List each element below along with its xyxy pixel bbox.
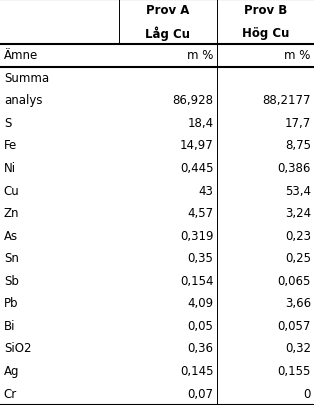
Text: 4,09: 4,09: [187, 296, 214, 309]
Text: 86,928: 86,928: [172, 94, 214, 107]
Text: SiO2: SiO2: [4, 341, 31, 354]
Text: Cr: Cr: [4, 386, 17, 399]
Text: Ag: Ag: [4, 364, 19, 377]
Text: Hög Cu: Hög Cu: [242, 27, 289, 40]
Text: Låg Cu: Låg Cu: [145, 27, 191, 41]
Text: 0,057: 0,057: [278, 319, 311, 332]
Text: 0,386: 0,386: [278, 162, 311, 175]
Text: Bi: Bi: [4, 319, 15, 332]
Text: 0,35: 0,35: [188, 252, 214, 264]
Text: 0,065: 0,065: [278, 274, 311, 287]
Text: Prov B: Prov B: [244, 4, 287, 17]
Text: 0,145: 0,145: [180, 364, 214, 377]
Text: Ni: Ni: [4, 162, 16, 175]
Text: 0,154: 0,154: [180, 274, 214, 287]
Text: Ämne: Ämne: [4, 49, 38, 62]
Text: 17,7: 17,7: [284, 117, 311, 130]
Text: As: As: [4, 229, 18, 242]
Text: 88,2177: 88,2177: [263, 94, 311, 107]
Text: 0,05: 0,05: [188, 319, 214, 332]
Text: 0,07: 0,07: [187, 386, 214, 399]
Text: 0,445: 0,445: [180, 162, 214, 175]
Text: 0: 0: [304, 386, 311, 399]
Text: Sn: Sn: [4, 252, 19, 264]
Text: 0,25: 0,25: [285, 252, 311, 264]
Text: Sb: Sb: [4, 274, 19, 287]
Text: Prov A: Prov A: [146, 4, 190, 17]
Text: 4,57: 4,57: [187, 207, 214, 220]
Text: analys: analys: [4, 94, 42, 107]
Text: 0,23: 0,23: [285, 229, 311, 242]
Text: Summa: Summa: [4, 72, 49, 85]
Text: Pb: Pb: [4, 296, 18, 309]
Text: 53,4: 53,4: [285, 184, 311, 197]
Text: 3,24: 3,24: [285, 207, 311, 220]
Text: m %: m %: [284, 49, 311, 62]
Text: Cu: Cu: [4, 184, 19, 197]
Text: 0,319: 0,319: [180, 229, 214, 242]
Text: 0,32: 0,32: [285, 341, 311, 354]
Text: Fe: Fe: [4, 139, 17, 152]
Text: S: S: [4, 117, 11, 130]
Text: 3,66: 3,66: [285, 296, 311, 309]
Text: 0,36: 0,36: [187, 341, 214, 354]
Text: 18,4: 18,4: [187, 117, 214, 130]
Text: m %: m %: [187, 49, 214, 62]
Text: 14,97: 14,97: [180, 139, 214, 152]
Text: 8,75: 8,75: [285, 139, 311, 152]
Text: 43: 43: [199, 184, 214, 197]
Text: Zn: Zn: [4, 207, 19, 220]
Text: 0,155: 0,155: [278, 364, 311, 377]
